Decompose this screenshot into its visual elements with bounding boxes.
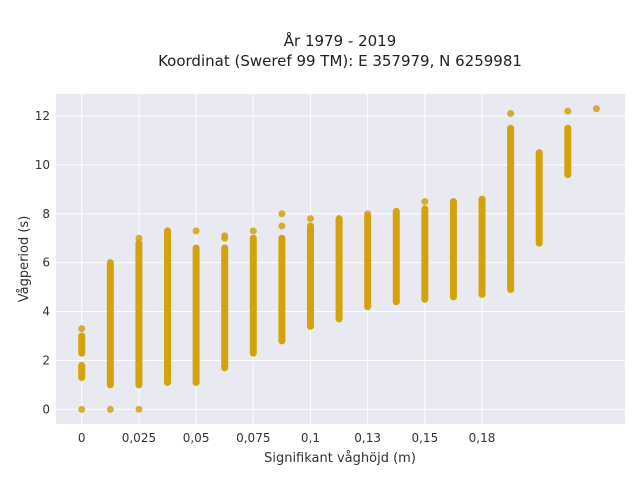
scatter-point bbox=[78, 405, 86, 413]
y-tick-label: 6 bbox=[42, 256, 50, 270]
y-tick-label: 2 bbox=[42, 353, 50, 367]
scatter-point bbox=[135, 234, 143, 242]
chart-title-line-1: År 1979 - 2019 bbox=[284, 31, 397, 50]
y-axis-label: Vågperiod (s) bbox=[17, 216, 32, 303]
scatter-point bbox=[249, 227, 257, 235]
y-tick-labels: 0 2 4 6 8 10 12 bbox=[35, 109, 50, 416]
scatter-point bbox=[421, 198, 429, 206]
x-tick-label: 0,075 bbox=[236, 431, 270, 445]
scatter-point bbox=[78, 325, 86, 333]
x-tick-label: 0,13 bbox=[354, 431, 381, 445]
scatter-point bbox=[592, 105, 600, 113]
scatter-point bbox=[364, 210, 372, 218]
x-tick-label: 0 bbox=[78, 431, 86, 445]
x-tick-labels: 0 0,025 0,05 0,075 0,1 0,13 0,15 0,18 bbox=[78, 431, 495, 445]
scatter-point bbox=[564, 107, 572, 115]
scatter-point bbox=[278, 210, 286, 218]
y-tick-label: 10 bbox=[35, 158, 50, 172]
y-tick-label: 12 bbox=[35, 109, 50, 123]
scatter-point bbox=[306, 215, 314, 223]
scatter-points bbox=[78, 105, 600, 413]
scatter-point bbox=[507, 110, 515, 118]
x-tick-label: 0,18 bbox=[469, 431, 496, 445]
scatter-point bbox=[278, 222, 286, 230]
scatter-point bbox=[192, 227, 200, 235]
x-tick-label: 0,1 bbox=[301, 431, 320, 445]
y-tick-label: 4 bbox=[42, 305, 50, 319]
scatter-point bbox=[106, 405, 114, 413]
y-tick-label: 0 bbox=[42, 402, 50, 416]
x-axis-label: Signifikant våghöjd (m) bbox=[264, 451, 416, 466]
chart-title-line-2: Koordinat (Sweref 99 TM): E 357979, N 62… bbox=[158, 52, 522, 70]
x-tick-label: 0,025 bbox=[122, 431, 156, 445]
x-tick-label: 0,15 bbox=[411, 431, 438, 445]
scatter-point bbox=[135, 405, 143, 413]
x-tick-label: 0,05 bbox=[183, 431, 210, 445]
scatter-point bbox=[221, 232, 229, 240]
y-tick-label: 8 bbox=[42, 207, 50, 221]
